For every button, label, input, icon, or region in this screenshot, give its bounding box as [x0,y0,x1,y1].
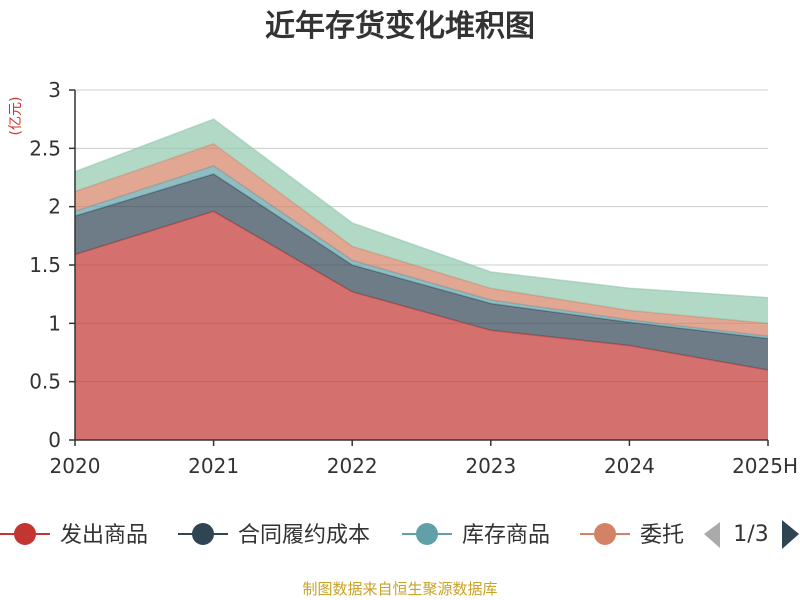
legend-page-indicator: 1/3 [733,522,768,547]
y-tick-label: 1.5 [29,253,61,277]
y-tick-labels: 0 0.5 1 1.5 2 2.5 3 [29,78,61,452]
legend: 发出商品 合同履约成本 库存商品 委托 [0,523,684,548]
area-series-0[interactable] [75,211,768,440]
y-tick-label: 2 [48,195,61,219]
y-tick-label: 0.5 [29,370,61,394]
legend-marker [594,523,616,545]
y-tick-label: 3 [48,78,61,102]
legend-item-1[interactable]: 合同履约成本 [178,523,370,548]
legend-prev-icon[interactable] [704,522,720,548]
area-series-1[interactable] [75,174,768,370]
area-layer [74,118,769,440]
x-tick-label: 2025H [732,454,798,478]
y-tick-label: 2.5 [29,136,61,160]
x-tick-label: 2024 [604,454,655,478]
legend-pager: 1/3 [704,520,799,549]
legend-marker [14,523,36,545]
legend-label: 库存商品 [462,523,550,548]
legend-item-0[interactable]: 发出商品 [0,523,148,548]
legend-label: 发出商品 [60,523,148,548]
y-axis-unit-label: (亿元) [8,97,24,136]
legend-label: 合同履约成本 [238,523,370,548]
x-tick-label: 2020 [50,454,101,478]
axes [69,89,769,446]
legend-item-3[interactable]: 委托 [580,523,684,548]
area-series-4[interactable] [75,119,768,324]
legend-next-icon[interactable] [782,520,799,549]
legend-marker [416,523,438,545]
legend-label: 委托 [640,523,684,548]
x-tick-label: 2023 [465,454,516,478]
area-series-line-4 [74,118,769,299]
data-source-note: 制图数据来自恒生聚源数据库 [302,580,497,598]
x-tick-label: 2021 [188,454,239,478]
y-tick-label: 1 [48,311,61,335]
x-tick-labels: 2020 2021 2022 2023 2024 2025H [50,454,798,478]
chart-title: 近年存货变化堆积图 [265,9,535,44]
y-tick-label: 0 [48,428,61,452]
legend-marker [192,523,214,545]
legend-item-2[interactable]: 库存商品 [402,523,550,548]
x-tick-label: 2022 [327,454,378,478]
